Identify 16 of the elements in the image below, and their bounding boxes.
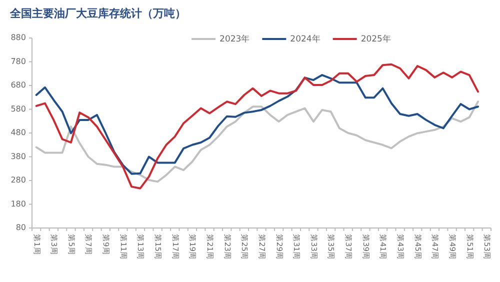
y-tick-label: 880: [10, 33, 26, 42]
y-tick-label: 780: [10, 56, 26, 66]
legend-label: 2023年: [220, 33, 250, 44]
line-series: [35, 74, 480, 175]
chart-title: 全国主要油厂大豆库存统计（万吨）: [9, 7, 186, 20]
y-tick-label: 180: [10, 199, 26, 208]
line-series: [35, 100, 480, 183]
y-tick-label: 380: [10, 152, 26, 161]
y-tick-label: 480: [10, 128, 26, 138]
y-tick-label: 280: [10, 176, 26, 185]
line-series: [35, 63, 480, 190]
legend-label: 2024年: [290, 33, 321, 44]
y-tick-label: 580: [10, 104, 26, 114]
y-tick-label: 680: [10, 80, 26, 90]
y-tick-label: 80: [16, 223, 26, 232]
legend-label: 2025年: [360, 33, 392, 44]
